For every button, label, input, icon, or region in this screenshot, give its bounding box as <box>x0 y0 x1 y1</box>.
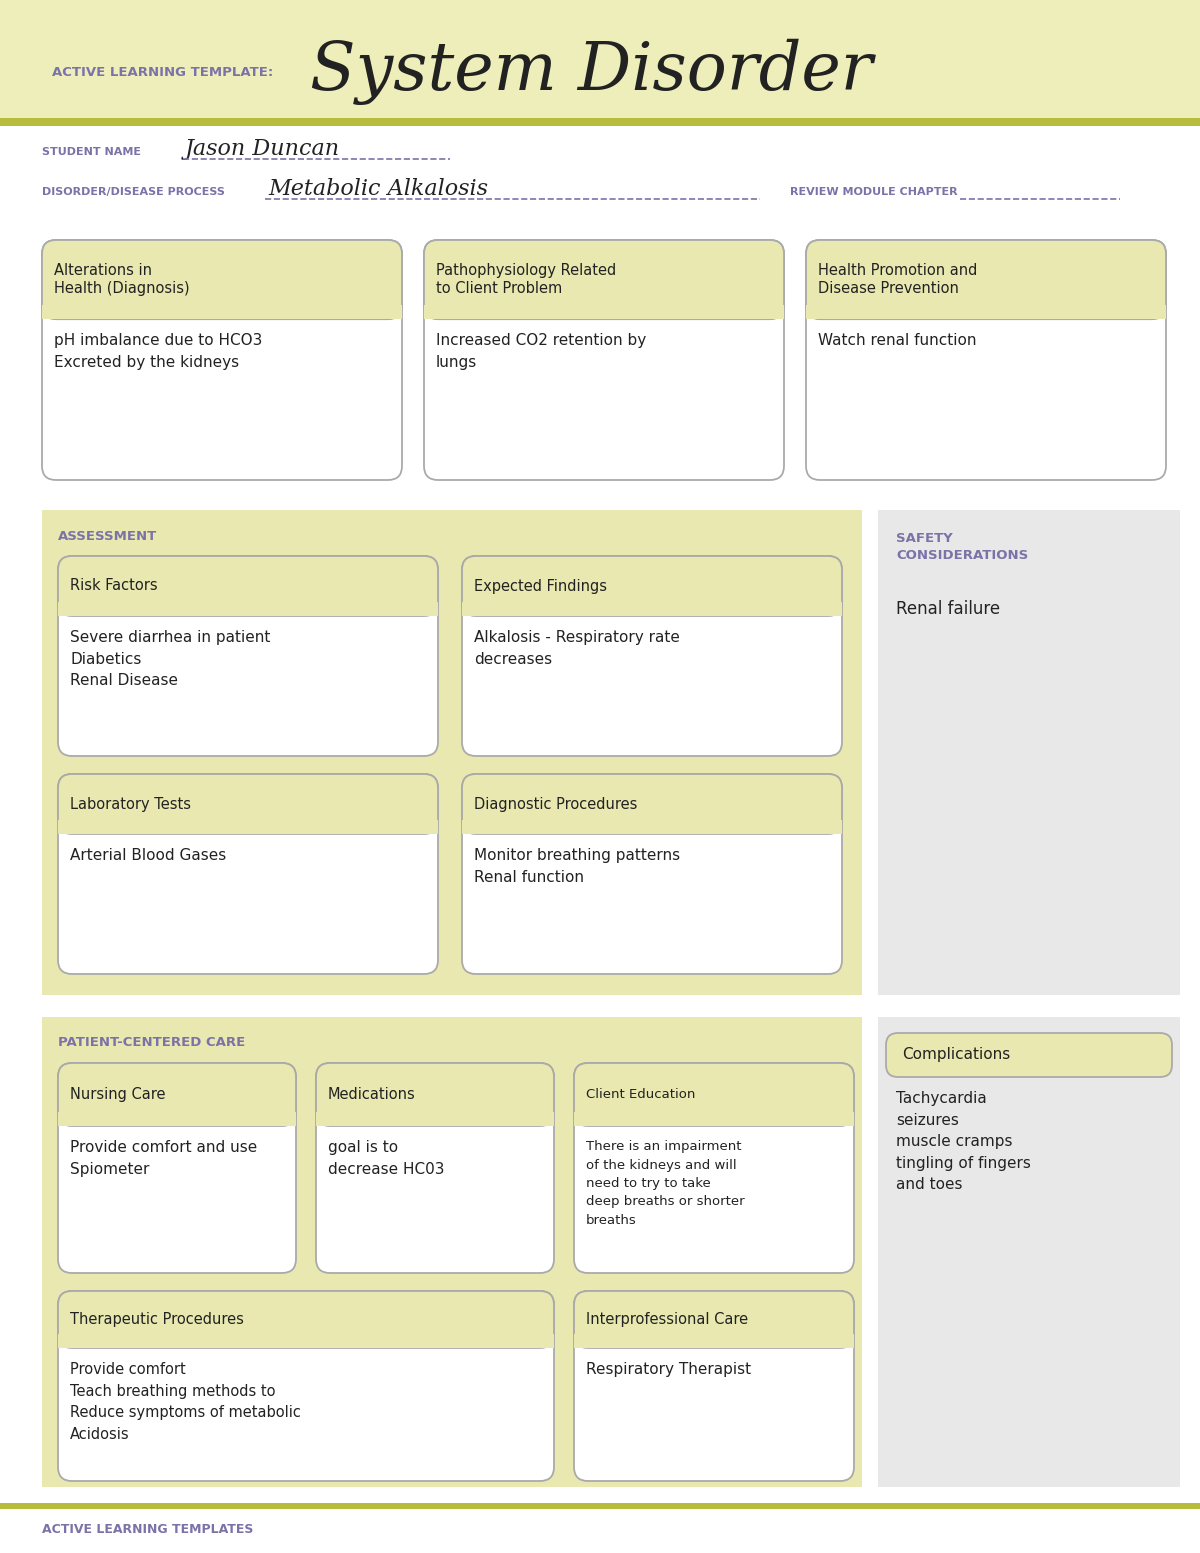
Text: Renal failure: Renal failure <box>896 599 1000 618</box>
Text: Provide comfort and use
Spiometer: Provide comfort and use Spiometer <box>70 1140 257 1177</box>
FancyBboxPatch shape <box>574 1062 854 1273</box>
FancyBboxPatch shape <box>58 556 438 617</box>
FancyBboxPatch shape <box>462 773 842 974</box>
Text: Interprofessional Care: Interprofessional Care <box>586 1312 748 1326</box>
Text: Complications: Complications <box>902 1048 1010 1062</box>
Text: Risk Factors: Risk Factors <box>70 579 157 593</box>
FancyBboxPatch shape <box>42 241 402 320</box>
Bar <box>42 306 402 320</box>
FancyBboxPatch shape <box>316 1062 554 1273</box>
Text: Alterations in
Health (Diagnosis): Alterations in Health (Diagnosis) <box>54 262 190 297</box>
Text: Nursing Care: Nursing Care <box>70 1087 166 1103</box>
Text: System Disorder: System Disorder <box>310 39 872 106</box>
FancyBboxPatch shape <box>58 773 438 834</box>
Text: PATIENT-CENTERED CARE: PATIENT-CENTERED CARE <box>58 1036 245 1050</box>
Text: Increased CO2 retention by
lungs: Increased CO2 retention by lungs <box>436 334 647 370</box>
Bar <box>42 1017 862 1488</box>
Text: Arterial Blood Gases: Arterial Blood Gases <box>70 848 227 863</box>
FancyBboxPatch shape <box>462 773 842 834</box>
Text: Diagnostic Procedures: Diagnostic Procedures <box>474 797 637 812</box>
FancyBboxPatch shape <box>424 241 784 480</box>
FancyBboxPatch shape <box>58 1062 296 1273</box>
Bar <box>42 509 862 995</box>
Bar <box>0 1503 1200 1510</box>
FancyBboxPatch shape <box>806 241 1166 480</box>
FancyBboxPatch shape <box>58 1062 296 1126</box>
Text: STUDENT NAME: STUDENT NAME <box>42 148 142 157</box>
Text: Pathophysiology Related
to Client Problem: Pathophysiology Related to Client Proble… <box>436 262 617 297</box>
Text: Client Education: Client Education <box>586 1089 695 1101</box>
Bar <box>878 509 1180 995</box>
Text: ASSESSMENT: ASSESSMENT <box>58 530 157 542</box>
Text: Severe diarrhea in patient
Diabetics
Renal Disease: Severe diarrhea in patient Diabetics Ren… <box>70 631 270 688</box>
Bar <box>462 603 842 617</box>
FancyBboxPatch shape <box>58 1291 554 1348</box>
Bar <box>58 1112 296 1126</box>
Text: Alkalosis - Respiratory rate
decreases: Alkalosis - Respiratory rate decreases <box>474 631 680 666</box>
Text: Jason Duncan: Jason Duncan <box>185 138 340 160</box>
Text: ACTIVE LEARNING TEMPLATES: ACTIVE LEARNING TEMPLATES <box>42 1523 253 1536</box>
Text: Monitor breathing patterns
Renal function: Monitor breathing patterns Renal functio… <box>474 848 680 885</box>
Text: Metabolic Alkalosis: Metabolic Alkalosis <box>268 179 488 200</box>
Text: Medications: Medications <box>328 1087 415 1103</box>
Bar <box>574 1334 854 1348</box>
Text: Laboratory Tests: Laboratory Tests <box>70 797 191 812</box>
FancyBboxPatch shape <box>58 1291 554 1482</box>
FancyBboxPatch shape <box>58 556 438 756</box>
Text: Expected Findings: Expected Findings <box>474 579 607 593</box>
FancyBboxPatch shape <box>42 241 402 480</box>
Bar <box>0 0 1200 118</box>
Text: Watch renal function: Watch renal function <box>818 334 977 348</box>
FancyBboxPatch shape <box>462 556 842 617</box>
FancyBboxPatch shape <box>462 556 842 756</box>
Bar <box>0 118 1200 126</box>
Text: SAFETY
CONSIDERATIONS: SAFETY CONSIDERATIONS <box>896 533 1028 562</box>
Text: Health Promotion and
Disease Prevention: Health Promotion and Disease Prevention <box>818 262 977 297</box>
Bar <box>316 1112 554 1126</box>
FancyBboxPatch shape <box>806 241 1166 320</box>
Text: goal is to
decrease HC03: goal is to decrease HC03 <box>328 1140 444 1177</box>
Bar <box>58 603 438 617</box>
Bar <box>58 1334 554 1348</box>
Text: There is an impairment
of the kidneys and will
need to try to take
deep breaths : There is an impairment of the kidneys an… <box>586 1140 745 1227</box>
Text: REVIEW MODULE CHAPTER: REVIEW MODULE CHAPTER <box>790 186 958 197</box>
Bar <box>574 1112 854 1126</box>
FancyBboxPatch shape <box>886 1033 1172 1076</box>
Text: pH imbalance due to HCO3
Excreted by the kidneys: pH imbalance due to HCO3 Excreted by the… <box>54 334 263 370</box>
Text: ACTIVE LEARNING TEMPLATE:: ACTIVE LEARNING TEMPLATE: <box>52 65 274 79</box>
Text: Tachycardia
seizures
muscle cramps
tingling of fingers
and toes: Tachycardia seizures muscle cramps tingl… <box>896 1092 1031 1193</box>
Bar <box>462 820 842 834</box>
FancyBboxPatch shape <box>574 1291 854 1482</box>
FancyBboxPatch shape <box>424 241 784 320</box>
Bar <box>424 306 784 320</box>
Bar <box>878 1017 1180 1488</box>
Text: DISORDER/DISEASE PROCESS: DISORDER/DISEASE PROCESS <box>42 186 224 197</box>
Bar <box>806 306 1166 320</box>
FancyBboxPatch shape <box>316 1062 554 1126</box>
Bar <box>58 820 438 834</box>
Text: Respiratory Therapist: Respiratory Therapist <box>586 1362 751 1378</box>
FancyBboxPatch shape <box>574 1291 854 1348</box>
FancyBboxPatch shape <box>574 1062 854 1126</box>
FancyBboxPatch shape <box>58 773 438 974</box>
Text: Therapeutic Procedures: Therapeutic Procedures <box>70 1312 244 1326</box>
Text: Provide comfort
Teach breathing methods to
Reduce symptoms of metabolic
Acidosis: Provide comfort Teach breathing methods … <box>70 1362 301 1441</box>
